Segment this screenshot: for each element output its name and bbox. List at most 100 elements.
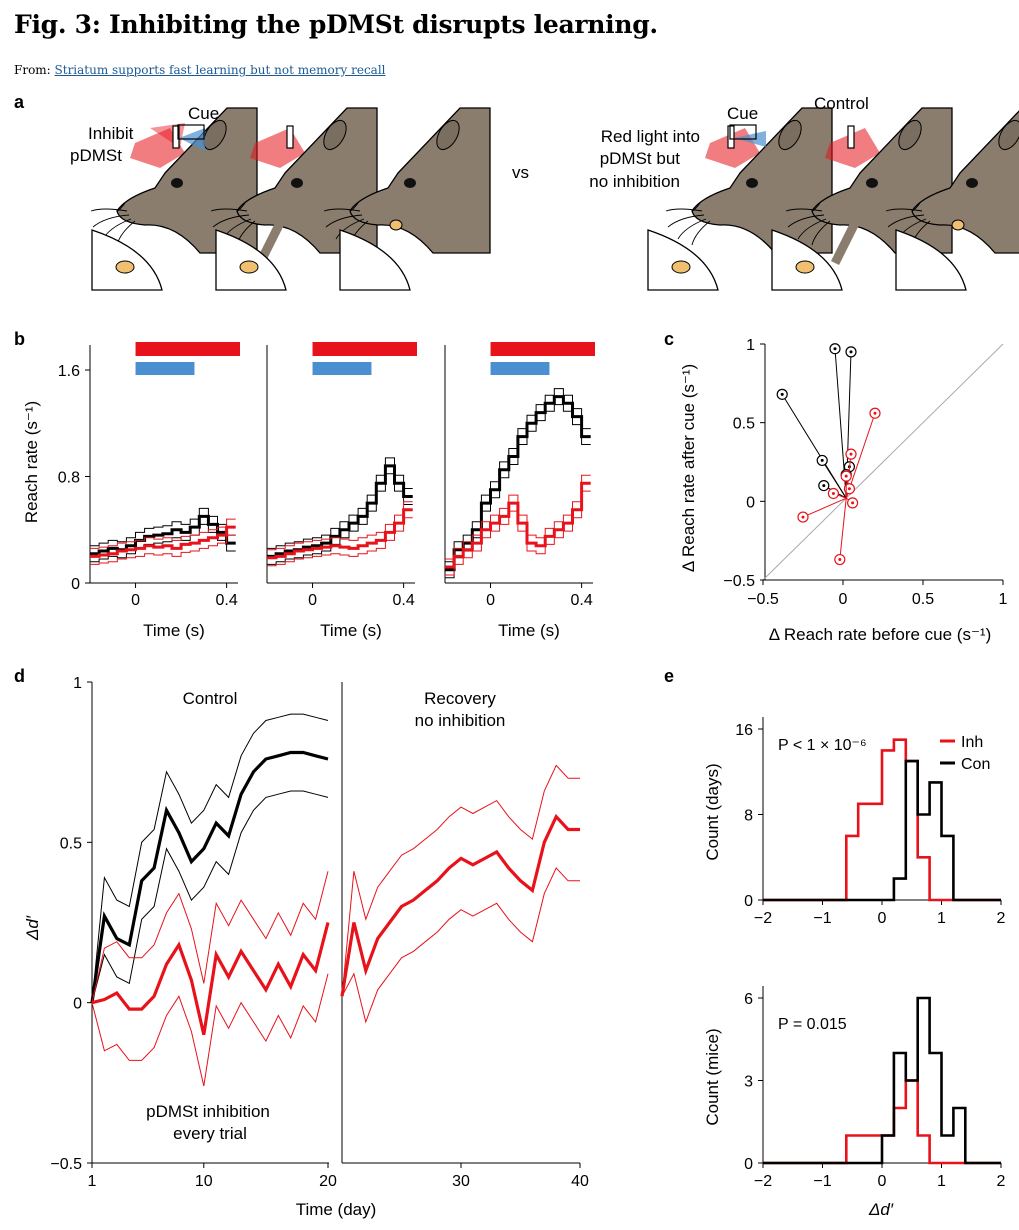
panel-letter-d: d — [14, 666, 25, 686]
b-ytick-label: 0.8 — [58, 470, 80, 487]
b-xtick-label-3: 0 — [486, 592, 495, 609]
c-vector-red — [802, 497, 847, 518]
e-top-ylabel: Count (days) — [703, 763, 722, 860]
b-xtick-label-1: 0.4 — [215, 592, 237, 609]
b-light-bar-red-1 — [135, 342, 240, 356]
c-point-center-red — [831, 491, 835, 495]
b-cue-bar-blue-1 — [135, 362, 195, 375]
c-identity-line — [762, 343, 1004, 581]
e-bottom-xtick-label: −1 — [813, 1173, 831, 1190]
schematic-control-group — [647, 107, 1019, 291]
b-cue-bar-blue-2 — [312, 362, 372, 375]
panel-c-plot: −0.5−0.5 0 0 0.5 0.5 1 1 — [723, 337, 1007, 608]
cue-light-box-2 — [729, 124, 757, 140]
e-bottom-hist-con — [763, 996, 1001, 1165]
c-ytick-label: 0 — [746, 494, 755, 511]
label-control-title: Control — [814, 94, 869, 113]
b-trace-mean-red-2 — [267, 508, 413, 560]
b-cue-bar-blue-3 — [490, 362, 550, 375]
spout-3 — [339, 229, 411, 291]
c-point-center-black — [833, 347, 837, 351]
d-ytick-label: 1 — [73, 675, 82, 692]
label-vs: vs — [512, 163, 529, 182]
d-ci-upper-red — [341, 764, 580, 997]
label-red-light-2: pDMSt but — [600, 149, 681, 168]
e-bottom-hist-inh — [763, 1079, 1001, 1165]
d-ci-lower-black — [91, 790, 329, 1003]
legend-con-label: Con — [961, 756, 990, 773]
c-xlabel: Δ Reach rate before cue (s⁻¹) — [769, 625, 992, 644]
e-top-ytick-label: 0 — [744, 893, 753, 910]
d-label-recovery-1: Recovery — [424, 689, 496, 708]
e-bottom-xtick-label: 1 — [937, 1173, 946, 1190]
d-xtick-label: 30 — [452, 1173, 470, 1190]
e-xlabel: Δd′ — [868, 1200, 894, 1219]
e-top-ytick-label: 16 — [735, 722, 753, 739]
e-top-p-value: P < 1 × 10⁻⁶ — [778, 737, 867, 754]
mouse-head-5 — [785, 107, 953, 266]
label-inhibit: Inhibit — [88, 124, 134, 143]
panel-letter-c: c — [664, 329, 674, 349]
label-cue-right: Cue — [727, 104, 758, 123]
spout-4 — [647, 229, 719, 291]
source-prefix: From: — [14, 63, 55, 77]
source-article-link[interactable]: Striatum supports fast learning but not … — [54, 63, 386, 77]
c-vector-black — [821, 460, 847, 499]
b-xtick-label-1: 0 — [131, 592, 140, 609]
c-point-center-black — [780, 392, 784, 396]
e-bottom-xtick-label: −2 — [754, 1173, 772, 1190]
c-point-center-red — [838, 558, 842, 562]
b-xtick-label-3: 0.4 — [570, 592, 592, 609]
e-top-xtick-label: 1 — [937, 910, 946, 927]
d-label-inh-1: pDMSt inhibition — [146, 1102, 270, 1121]
spout-2 — [215, 229, 287, 291]
c-point-center-red — [851, 501, 855, 505]
b-trace-mean-red-3 — [445, 481, 591, 569]
panel-d-plot: −0.5 0 0.5 1 1 10 20 30 40 — [50, 675, 589, 1190]
c-xtick-label: 0.5 — [912, 591, 934, 608]
label-red-light-1: Red light into — [601, 127, 700, 146]
c-point-center-black — [849, 350, 853, 354]
c-point-center-red — [849, 452, 853, 456]
e-bottom-ytick-label: 0 — [744, 1156, 753, 1173]
d-ci-upper-black — [91, 713, 329, 1003]
e-bottom-xtick-label: 0 — [878, 1173, 887, 1190]
e-top-ytick-label: 8 — [744, 808, 753, 825]
c-vector-red — [839, 498, 847, 560]
c-xtick-label: −0.5 — [747, 591, 779, 608]
c-ytick-label: 1 — [746, 337, 755, 354]
c-ytick-label: −0.5 — [723, 573, 755, 590]
b-trace-lower-red-1 — [90, 534, 236, 565]
c-point-center-red — [844, 474, 848, 478]
spout-6 — [895, 229, 967, 291]
legend-inh-label: Inh — [961, 734, 983, 751]
c-point-center-black — [822, 484, 826, 488]
b-ytick-label: 0 — [71, 576, 80, 593]
c-point-center-red — [801, 515, 805, 519]
d-mean-line-black — [90, 750, 329, 1003]
b-trace-upper-red-2 — [267, 501, 413, 551]
d-ci-lower-red — [341, 867, 580, 1024]
d-ytick-label: 0 — [73, 996, 82, 1013]
mouse-head-1 — [90, 107, 258, 254]
source-line: From: Striatum supports fast learning bu… — [14, 63, 386, 77]
b-xlabel-3: Time (s) — [498, 621, 560, 640]
d-ytick-label: −0.5 — [50, 1156, 82, 1173]
d-ci-upper-red — [91, 871, 329, 1003]
b-xtick-label-2: 0 — [308, 592, 317, 609]
b-xlabel-2: Time (s) — [320, 621, 382, 640]
b-light-bar-red-3 — [490, 342, 595, 356]
c-point-center-red — [873, 411, 877, 415]
e-top-xtick-label: −1 — [813, 910, 831, 927]
c-point-center-red — [847, 487, 851, 491]
d-label-inh-2: every trial — [173, 1124, 247, 1143]
b-light-bar-red-2 — [312, 342, 417, 356]
cue-light-box-1 — [177, 124, 205, 140]
spout-1 — [91, 229, 163, 291]
e-bottom-xtick-label: 2 — [997, 1173, 1006, 1190]
c-xtick-label: 1 — [999, 591, 1008, 608]
mouse-head-3 — [323, 107, 491, 254]
d-ytick-label: 0.5 — [60, 835, 82, 852]
